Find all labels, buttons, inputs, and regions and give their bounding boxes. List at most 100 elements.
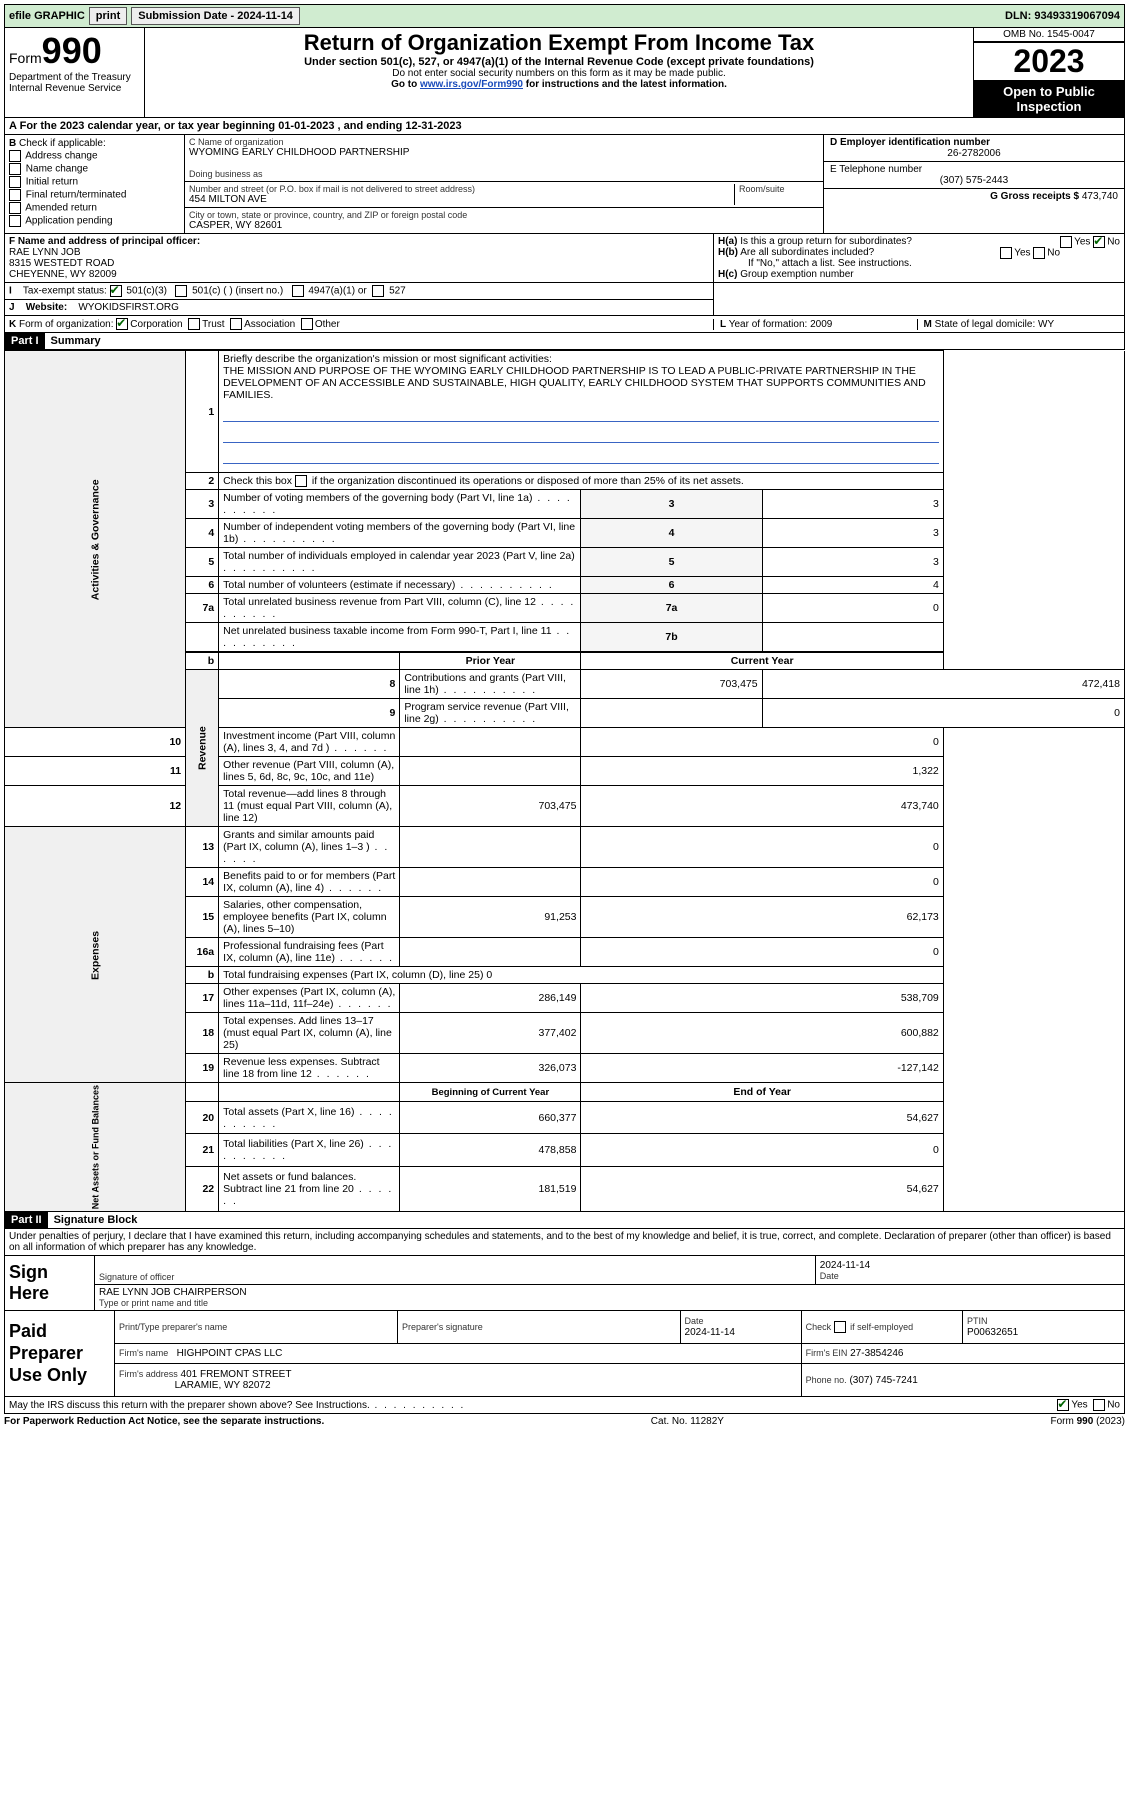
form-subtitle: Under section 501(c), 527, or 4947(a)(1)… [149,56,969,68]
tax-year: 2023 [974,42,1124,81]
roomsuite-label: Room/suite [739,184,819,194]
rev-11-p [400,757,581,786]
exp-14-n: 14 [186,868,219,897]
form-title: Return of Organization Exempt From Incom… [149,30,969,56]
preparer-grid: Paid Preparer Use Only Print/Type prepar… [4,1311,1125,1397]
part-ii-title: Signature Block [48,1214,138,1226]
cb-501c3[interactable] [110,285,122,297]
firm-addr-label: Firm's address [119,1369,178,1379]
org-city: CASPER, WY 82601 [189,220,819,231]
ptin-value: P00632651 [967,1327,1018,1338]
rev-12-c: 473,740 [581,786,943,827]
hb-note: If "No," attach a list. See instructions… [718,258,1120,269]
ha-no-checkbox[interactable] [1093,236,1105,248]
exp-18-n: 18 [186,1013,219,1054]
check-b-column: B Check if applicable: Address change Na… [5,135,185,233]
line-a: A For the 2023 calendar year, or tax yea… [4,118,1125,135]
cb-pending: Application pending [25,216,112,227]
na-21-c: 0 [581,1134,943,1166]
gov-7b-c: 7b [581,623,762,653]
efile-label: efile GRAPHIC [9,10,85,22]
exp-14-t: Benefits paid to or for members (Part IX… [223,870,395,894]
firm-addr1: 401 FREMONT STREET [181,1369,292,1380]
na-20-t: Total assets (Part X, line 16) [223,1106,394,1130]
gov-4-n: 4 [186,519,219,548]
checkbox-app-pending[interactable] [9,215,21,227]
gov-7a-n: 7a [186,594,219,623]
print-button[interactable]: print [89,7,127,25]
exp-15-p: 91,253 [400,897,581,938]
f-label: F Name and address of principal officer: [9,236,709,247]
exp-16a-n: 16a [186,938,219,967]
right-column: D Employer identification number 26-2782… [824,135,1124,233]
footer-mid: Cat. No. 11282Y [651,1416,724,1427]
submission-date-button[interactable]: Submission Date - 2024-11-14 [131,7,300,25]
officer-printed: RAE LYNN JOB CHAIRPERSON [99,1287,1120,1298]
ha-text: Is this a group return for subordinates? [740,236,912,247]
gross-label: G Gross receipts $ [990,191,1079,202]
cb-discontinued[interactable] [295,475,307,487]
org-info-grid: B Check if applicable: Address change Na… [4,135,1125,234]
checkbox-initial-return[interactable] [9,176,21,188]
checkbox-final-return[interactable] [9,189,21,201]
discuss-yes-cb[interactable] [1057,1399,1069,1411]
rev-9-n: 9 [219,699,400,728]
gov-7a-t: Total unrelated business revenue from Pa… [223,596,575,620]
exp-15-t: Salaries, other compensation, employee b… [223,899,386,935]
officer-addr1: 8315 WESTEDT ROAD [9,258,709,269]
addr-label: Number and street (or P.O. box if mail i… [189,184,734,194]
rev-8-p: 703,475 [581,670,762,699]
l-value: 2009 [810,319,832,330]
summary-table: Activities & Governance 1 Briefly descri… [4,350,1125,1212]
officer-addr2: CHEYENNE, WY 82009 [9,269,709,280]
cb-corp[interactable] [116,318,128,330]
checkbox-amended[interactable] [9,202,21,214]
gov-7b-n [186,623,219,653]
gov-4-t: Number of independent voting members of … [223,521,575,545]
cb-527[interactable] [372,285,384,297]
goto-prefix: Go to [391,79,420,90]
col-end: End of Year [581,1083,943,1102]
hb-yes-checkbox[interactable] [1000,247,1012,259]
na-21-n: 21 [186,1134,219,1166]
gov-6-v: 4 [762,577,943,594]
k-corp: Corporation [130,319,182,330]
discuss-no-cb[interactable] [1093,1399,1105,1411]
checkbox-name-change[interactable] [9,163,21,175]
gov-6-n: 6 [186,577,219,594]
j-label: Website: [26,302,68,313]
irs-link[interactable]: www.irs.gov/Form990 [420,79,523,90]
rev-12-n: 12 [5,786,186,827]
cb-501c[interactable] [175,285,187,297]
checkbox-address-change[interactable] [9,150,21,162]
k-label: Form of organization: [19,319,114,330]
penalty-text: Under penalties of perjury, I declare th… [4,1229,1125,1256]
gov-7b-v [762,623,943,653]
m-value: WY [1038,319,1054,330]
rev-9-t: Program service revenue (Part VIII, line… [404,701,569,725]
gov-4-c: 4 [581,519,762,548]
cb-other[interactable] [301,318,313,330]
cb-assoc[interactable] [230,318,242,330]
hb-no-checkbox[interactable] [1033,247,1045,259]
rev-12-p: 703,475 [400,786,581,827]
cb-trust[interactable] [188,318,200,330]
mission-text: THE MISSION AND PURPOSE OF THE WYOMING E… [223,365,926,401]
rev-9-p [581,699,762,728]
hc-text: Group exemption number [740,269,853,280]
footer-left: For Paperwork Reduction Act Notice, see … [4,1416,324,1427]
cb-name-change: Name change [26,164,88,175]
omb-number: OMB No. 1545-0047 [974,28,1124,42]
line-a-text: For the 2023 calendar year, or tax year … [20,120,462,132]
cb-self-employed[interactable] [834,1321,846,1333]
sig-officer-label: Signature of officer [99,1272,811,1282]
q2-text: Check this box if the organization disco… [223,475,744,487]
i-527: 527 [389,286,406,297]
ha-yes-checkbox[interactable] [1060,236,1072,248]
cb-amended: Amended return [25,203,97,214]
cb-4947[interactable] [292,285,304,297]
rev-8-t: Contributions and grants (Part VIII, lin… [404,672,566,696]
firm-name: HIGHPOINT CPAS LLC [177,1348,283,1359]
ha-no: No [1107,237,1120,248]
phone-value: (307) 575-2443 [830,175,1118,186]
